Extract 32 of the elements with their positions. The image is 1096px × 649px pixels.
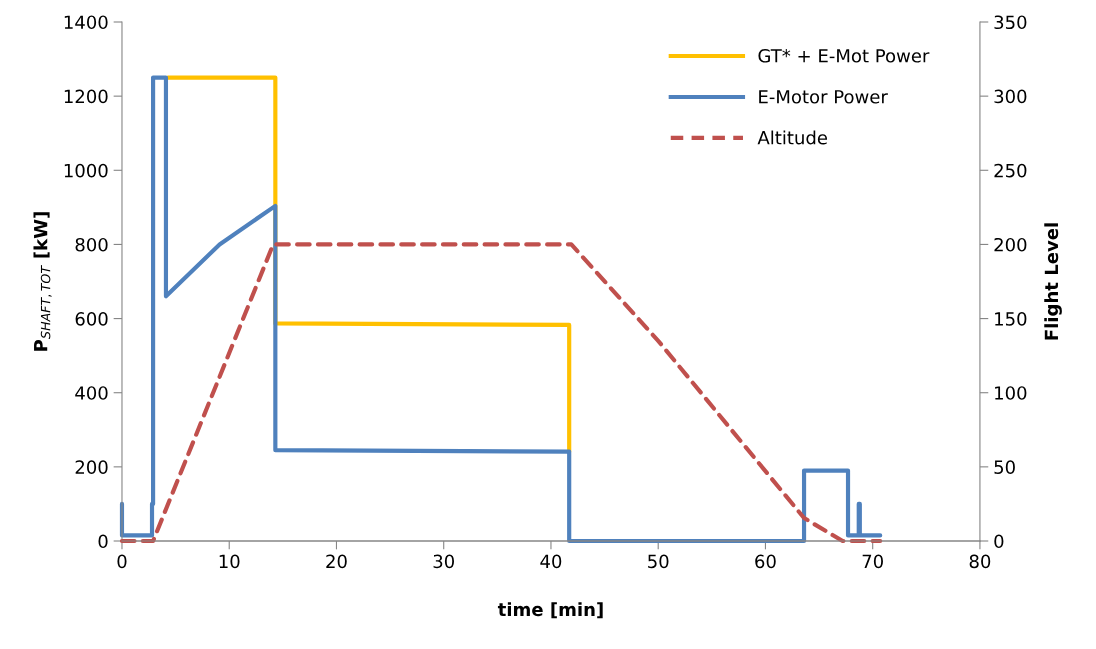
y2-tick-label: 200	[994, 237, 1027, 252]
y-tick-label: 800	[75, 237, 108, 252]
x-tick-label: 50	[648, 554, 669, 569]
y-tick-label: 200	[75, 460, 108, 474]
y2-axis-title: Flight Level	[1044, 223, 1062, 340]
y-tick-label: 600	[75, 312, 108, 326]
x-tick-label: 60	[755, 554, 776, 569]
y-tick-label: 1400	[64, 15, 108, 30]
x-tick-label: 30	[433, 554, 454, 569]
x-tick-label: 0	[117, 554, 127, 569]
y2-tick-label: 50	[994, 460, 1015, 474]
y2-tick-label: 350	[994, 15, 1027, 30]
y-tick-label: 400	[75, 386, 108, 400]
line-series	[119, 242, 883, 544]
y-tick-label: 1000	[64, 163, 108, 178]
y2-tick-label: 0	[994, 534, 1004, 549]
y-tick-label: 0	[98, 534, 108, 549]
y-tick-label: 1200	[64, 89, 108, 104]
x-tick-label: 80	[969, 554, 991, 569]
legend-label: GT* + E-Mot Power	[758, 48, 930, 63]
y-axis-title: P$_{SHAFT,TOT}$ [kW]	[33, 212, 52, 351]
x-axis-title: time [min]	[497, 602, 603, 619]
x-tick-label: 10	[219, 554, 240, 569]
legend-label: Altitude	[757, 130, 828, 145]
y2-tick-label: 250	[994, 163, 1027, 178]
y2-tick-label: 150	[995, 312, 1027, 326]
x-tick-label: 70	[862, 554, 883, 569]
x-tick-label: 20	[326, 554, 347, 569]
x-tick-label: 40	[540, 554, 562, 569]
y2-tick-label: 300	[994, 89, 1027, 104]
legend-label: E-Motor Power	[759, 90, 888, 104]
y2-tick-label: 100	[995, 386, 1027, 400]
